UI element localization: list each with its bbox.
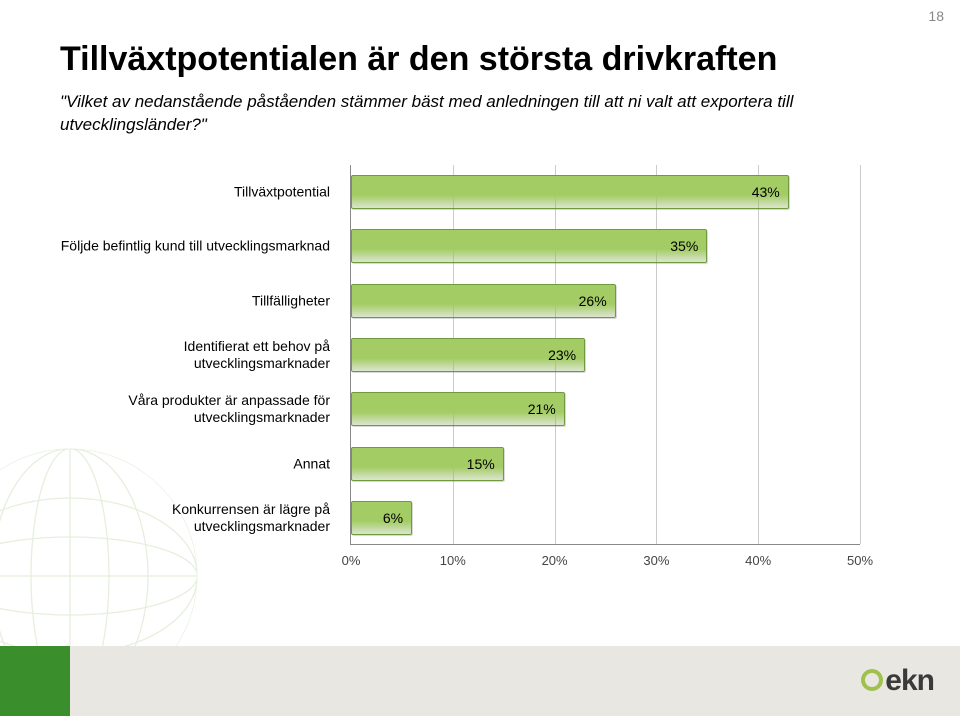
chart-bar: 43% xyxy=(351,175,860,209)
chart-plot-area: 0%10%20%30%40%50%43%35%26%23%21%15%6% xyxy=(350,165,860,545)
footer-logo-text: ekn xyxy=(861,664,934,697)
chart-bar-value-label: 26% xyxy=(579,293,607,309)
chart-gridline xyxy=(860,165,861,544)
footer-stripe xyxy=(0,646,960,716)
chart-bar: 6% xyxy=(351,501,860,535)
footer-logo: ekn xyxy=(861,664,934,698)
chart-x-tick-label: 0% xyxy=(342,553,361,568)
chart-bar: 15% xyxy=(351,447,860,481)
chart-bar: 21% xyxy=(351,392,860,426)
chart-bar-fill: 15% xyxy=(351,447,504,481)
chart-category-label: Våra produkter är anpassade för utveckli… xyxy=(60,392,330,426)
slide-subtitle: "Vilket av nedanstående påståenden stämm… xyxy=(60,91,900,137)
chart-bar-value-label: 35% xyxy=(670,238,698,254)
chart-bar-fill: 21% xyxy=(351,392,565,426)
chart-category-label: Tillväxtpotential xyxy=(60,184,330,201)
chart-category-label: Tillfälligheter xyxy=(60,292,330,309)
chart-bar-fill: 23% xyxy=(351,338,585,372)
chart-bar-value-label: 6% xyxy=(383,510,403,526)
chart-bar-fill: 6% xyxy=(351,501,412,535)
chart-x-tick-label: 50% xyxy=(847,553,873,568)
chart-bar-value-label: 15% xyxy=(467,456,495,472)
chart-bar-fill: 26% xyxy=(351,284,616,318)
chart-x-tick-label: 10% xyxy=(440,553,466,568)
page-number: 18 xyxy=(928,8,944,24)
chart-bar-fill: 35% xyxy=(351,229,707,263)
chart-x-tick-label: 40% xyxy=(745,553,771,568)
chart-bar: 23% xyxy=(351,338,860,372)
footer-accent xyxy=(0,646,70,716)
chart-x-tick-label: 20% xyxy=(542,553,568,568)
chart-bar-value-label: 21% xyxy=(528,401,556,417)
chart-x-tick-label: 30% xyxy=(643,553,669,568)
chart-bar: 35% xyxy=(351,229,860,263)
chart-bar: 26% xyxy=(351,284,860,318)
slide-title: Tillväxtpotentialen är den största drivk… xyxy=(60,40,900,79)
chart-bar-fill: 43% xyxy=(351,175,789,209)
chart-bar-value-label: 23% xyxy=(548,347,576,363)
footer: ekn xyxy=(0,646,960,716)
chart-category-label: Identifierat ett behov på utvecklingsmar… xyxy=(60,338,330,372)
chart-bar-value-label: 43% xyxy=(752,184,780,200)
chart-category-label: Följde befintlig kund till utvecklingsma… xyxy=(60,238,330,255)
